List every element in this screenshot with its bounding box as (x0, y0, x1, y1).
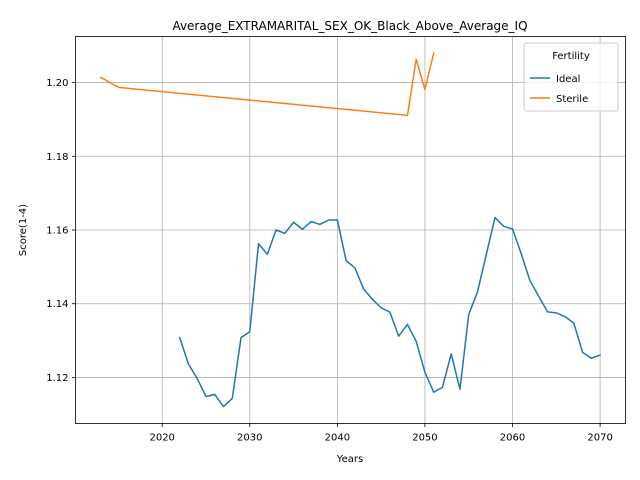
x-tick-label: 2050 (412, 433, 437, 444)
y-axis: 1.12 1.14 1.16 1.18 1.20 (46, 78, 76, 384)
y-tick-label: 1.16 (46, 226, 68, 237)
x-axis: 2020 2030 2040 2050 2060 2070 (149, 423, 613, 444)
x-axis-label: Years (336, 454, 363, 465)
legend-label-sterile: Sterile (556, 94, 588, 105)
x-tick-label: 2040 (325, 433, 350, 444)
legend-box (523, 42, 619, 112)
x-tick-label: 2060 (500, 433, 525, 444)
series-group (99, 52, 602, 408)
y-tick-label: 1.20 (46, 78, 68, 89)
legend: Fertility Ideal Sterile (523, 42, 619, 112)
x-tick-label: 2070 (587, 433, 612, 444)
legend-label-ideal: Ideal (556, 74, 580, 85)
y-tick-label: 1.12 (46, 373, 68, 384)
legend-title: Fertility (552, 51, 590, 62)
y-tick-label: 1.18 (46, 152, 68, 163)
x-tick-label: 2020 (149, 433, 174, 444)
chart-title: Average_EXTRAMARITAL_SEX_OK_Black_Above_… (172, 19, 527, 33)
x-tick-label: 2030 (237, 433, 262, 444)
series-line-ideal (178, 216, 602, 408)
y-axis-label: Score(1-4) (18, 204, 29, 256)
y-tick-label: 1.14 (46, 299, 68, 310)
series-line-sterile (99, 52, 435, 117)
